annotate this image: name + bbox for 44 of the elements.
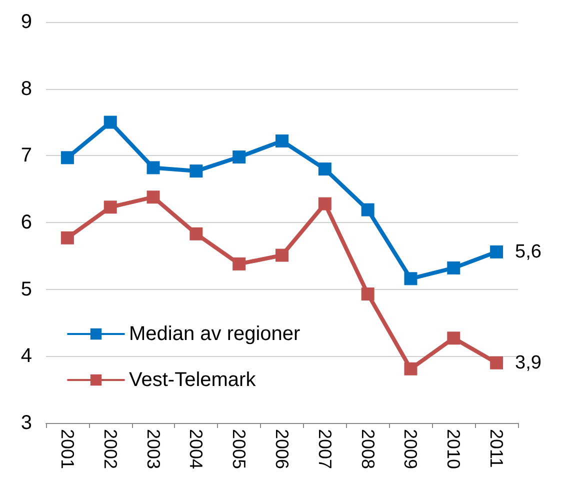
data-label: 3,9 (515, 352, 542, 374)
y-tick-label: 4 (20, 345, 32, 368)
y-tick-label: 9 (20, 11, 32, 33)
y-tick-label: 8 (20, 78, 32, 100)
point (60, 151, 74, 164)
point (104, 200, 117, 214)
point (276, 134, 288, 148)
point (232, 257, 246, 270)
point (318, 197, 332, 210)
x-tick-label: 2005 (229, 429, 250, 470)
x-tick-label: 2006 (272, 429, 292, 470)
x-tick-label: 2008 (358, 429, 378, 470)
point (60, 231, 74, 244)
point (361, 203, 374, 216)
point (361, 288, 374, 301)
x-tick-label: 2004 (186, 429, 206, 470)
x-tick-label: 2010 (444, 429, 464, 470)
point (404, 272, 418, 286)
legend-label: Median av regioner (129, 323, 301, 345)
point (447, 261, 460, 274)
point (190, 227, 203, 240)
x-tick-label: 2001 (57, 429, 78, 470)
point (404, 362, 418, 376)
point (190, 164, 203, 178)
x-tick-label: 2007 (314, 429, 335, 470)
point (104, 116, 117, 129)
point (232, 150, 246, 164)
x-tick-label: 2009 (400, 429, 421, 470)
data-label: 5,6 (515, 241, 542, 262)
y-tick-label: 3 (20, 412, 32, 434)
point (490, 245, 504, 258)
point (146, 161, 160, 174)
point (146, 190, 160, 204)
point (447, 332, 460, 345)
y-tick-label: 6 (20, 212, 32, 234)
y-tick-label: 5 (20, 278, 32, 300)
point (318, 162, 332, 176)
point (276, 248, 288, 262)
x-tick-label: 2003 (143, 429, 164, 470)
point (490, 356, 504, 370)
y-tick-label: 7 (20, 144, 32, 167)
x-tick-label: 2002 (100, 429, 120, 470)
legend-label: Vest-Telemark (129, 369, 257, 391)
x-tick-label: 2011 (486, 429, 507, 468)
